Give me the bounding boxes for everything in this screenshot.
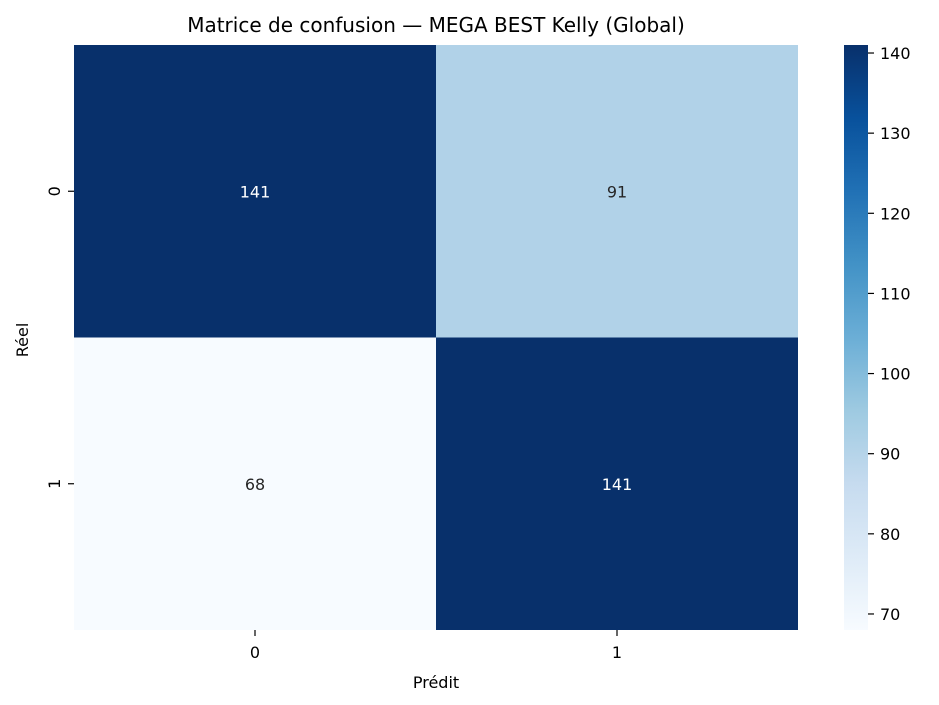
- y-tick-label: 1: [45, 479, 64, 489]
- x-tick-label: 0: [250, 643, 260, 662]
- heatmap-cell: [74, 337, 436, 630]
- colorbar-tick-label: 120: [880, 204, 911, 223]
- cell-value-label: 141: [602, 475, 633, 494]
- colorbar-tick-label: 90: [880, 445, 900, 464]
- x-axis-label: Prédit: [413, 673, 459, 692]
- heatmap-cell: [436, 45, 798, 338]
- colorbar-tick-label: 110: [880, 284, 911, 303]
- y-tick-label: 0: [45, 186, 64, 196]
- cell-value-label: 68: [245, 475, 265, 494]
- colorbar-tick-label: 100: [880, 365, 911, 384]
- colorbar-tick-label: 140: [880, 44, 911, 63]
- heatmap-cell: [436, 337, 798, 630]
- colorbar-ticks: 70 80 90 100 110 120 130 140: [868, 44, 911, 624]
- y-axis-ticks: 01: [45, 186, 74, 489]
- colorbar: [844, 45, 868, 630]
- y-axis-label: Réel: [13, 323, 32, 358]
- heatmap-cells: 141 91 68 141: [74, 45, 798, 630]
- colorbar-tick-label: 130: [880, 124, 911, 143]
- x-tick-label: 1: [612, 643, 622, 662]
- heatmap-cell: [74, 45, 436, 338]
- colorbar-tick-label: 70: [880, 605, 900, 624]
- chart-title: Matrice de confusion — MEGA BEST Kelly (…: [187, 13, 685, 37]
- colorbar-tick-label: 80: [880, 525, 900, 544]
- cell-value-label: 141: [240, 182, 271, 201]
- cell-value-label: 91: [607, 182, 627, 201]
